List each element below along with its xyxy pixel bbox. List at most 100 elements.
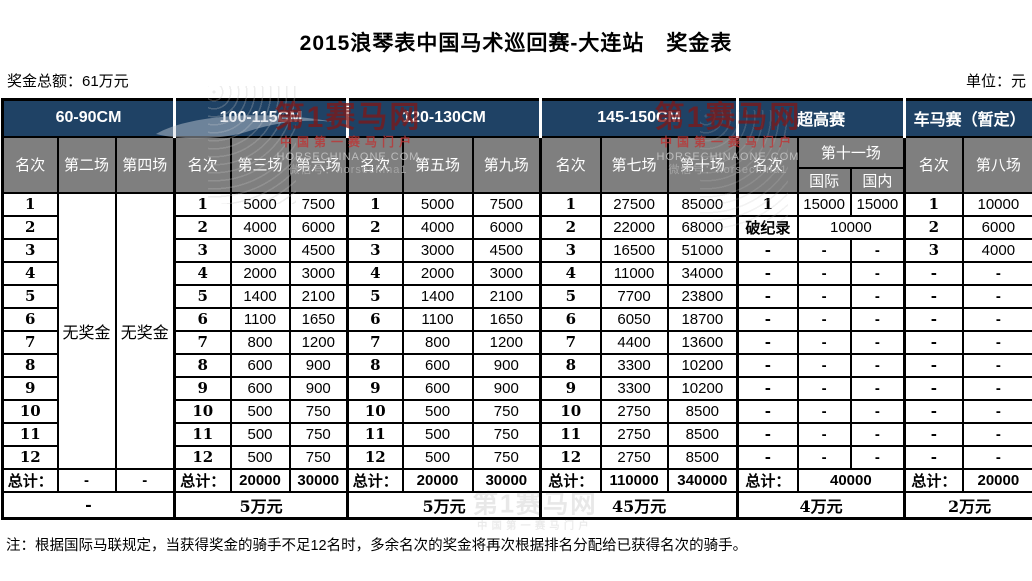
prize-cell: 13600 bbox=[666, 329, 739, 355]
col-header-race6: 第六场 bbox=[288, 135, 349, 194]
group-sum-cell: 4万元 bbox=[736, 490, 906, 519]
prize-cell: 900 bbox=[471, 375, 542, 401]
rank-cell: - bbox=[903, 329, 964, 355]
prize-cell: 8500 bbox=[666, 444, 739, 470]
prize-cell: 7700 bbox=[599, 283, 669, 309]
rank-cell: 4 bbox=[346, 260, 404, 286]
prize-cell: 15000 bbox=[849, 191, 906, 217]
group-cart-race: 车马赛（暂定） bbox=[903, 99, 1032, 137]
prize-cell: 8500 bbox=[666, 398, 739, 424]
prize-cell: 2750 bbox=[599, 444, 669, 470]
prize-cell: 5000 bbox=[401, 191, 474, 217]
prize-cell: - bbox=[114, 467, 176, 493]
prize-cell: 1100 bbox=[229, 306, 291, 332]
prize-cell: 5000 bbox=[229, 191, 291, 217]
prize-cell: 600 bbox=[229, 352, 291, 378]
prize-cell: 340000 bbox=[666, 467, 739, 493]
total-label-cell: 总计： bbox=[1, 467, 59, 493]
prize-cell: - bbox=[796, 329, 852, 355]
prize-cell: 7500 bbox=[288, 191, 349, 217]
prize-table: 60-90CM 100-115CM 120-130CM 145-150CM 超高… bbox=[1, 98, 1032, 520]
rank-cell: 3 bbox=[1, 237, 59, 263]
rank-row-1: 1 无奖金 无奖金 1 5000 7500 1 5000 7500 1 27500 85000 1 150… bbox=[1, 191, 1032, 470]
prize-cell: 2750 bbox=[599, 398, 669, 424]
prize-cell: 30000 bbox=[288, 467, 349, 493]
prize-cell: 2000 bbox=[401, 260, 474, 286]
rank-cell: 8 bbox=[539, 352, 602, 378]
rank-cell: - bbox=[903, 260, 964, 286]
prize-cell: 6000 bbox=[471, 214, 542, 240]
rank-cell: - bbox=[736, 421, 799, 447]
prize-cell: 500 bbox=[401, 444, 474, 470]
col-header-race4: 第四场 bbox=[114, 135, 176, 194]
col-header-rank: 名次 bbox=[539, 135, 602, 194]
rank-row-11: 11 11 500 750 11 500 750 11 2750 8500- - - - - bbox=[1, 421, 1032, 447]
col-header-intl: 国际 bbox=[796, 166, 852, 194]
prize-cell: - bbox=[849, 352, 906, 378]
prize-cell: - bbox=[849, 444, 906, 470]
prize-cell: 11000 bbox=[599, 260, 669, 286]
rank-row-4: 4 4 2000 3000 4 2000 3000 4 11000 34000- - - - - bbox=[1, 260, 1032, 286]
prize-cell: 4500 bbox=[288, 237, 349, 263]
prize-cell: 3000 bbox=[401, 237, 474, 263]
prize-cell: - bbox=[961, 421, 1032, 447]
rank-cell: 3 bbox=[903, 237, 964, 263]
prize-cell: 3000 bbox=[229, 237, 291, 263]
rank-cell: 7 bbox=[539, 329, 602, 355]
prize-cell: - bbox=[961, 260, 1032, 286]
rank-cell: 1 bbox=[173, 191, 232, 217]
watermark-slogan: 中国第一赛马门户 bbox=[477, 519, 593, 531]
rank-cell: - bbox=[903, 375, 964, 401]
rank-cell: - bbox=[736, 329, 799, 355]
prize-cell: 8500 bbox=[666, 421, 739, 447]
rank-row-3: 3 3 3000 4500 3 3000 4500 3 16500 51000- - -3 4000 bbox=[1, 237, 1032, 263]
prize-cell: 6000 bbox=[961, 214, 1032, 240]
col-header-rank: 名次 bbox=[173, 135, 232, 194]
prize-cell: 500 bbox=[401, 398, 474, 424]
prize-cell: 750 bbox=[288, 398, 349, 424]
prize-cell: 20000 bbox=[401, 467, 474, 493]
prize-cell: 6000 bbox=[288, 214, 349, 240]
prize-cell: 800 bbox=[401, 329, 474, 355]
unit-label: 单位：元 bbox=[965, 73, 1026, 90]
total-label-cell: 总计： bbox=[539, 467, 602, 493]
prize-cell: 1200 bbox=[288, 329, 349, 355]
prize-cell: 500 bbox=[229, 398, 291, 424]
rank-row-8: 8 8 600 900 8 600 900 8 3300 10200- - - - - bbox=[1, 352, 1032, 378]
rank-cell: 5 bbox=[173, 283, 232, 309]
rank-cell: 1 bbox=[346, 191, 404, 217]
prize-cell: 6050 bbox=[599, 306, 669, 332]
rank-cell: - bbox=[903, 398, 964, 424]
prize-cell: - bbox=[796, 306, 852, 332]
prize-cell: 3300 bbox=[599, 375, 669, 401]
prize-cell: 10000 bbox=[961, 191, 1032, 217]
rank-cell: - bbox=[736, 283, 799, 309]
rank-cell: 2 bbox=[903, 214, 964, 240]
rank-cell: 8 bbox=[346, 352, 404, 378]
rank-cell: 2 bbox=[539, 214, 602, 240]
prize-cell: 15000 bbox=[796, 191, 852, 217]
rank-cell: 11 bbox=[539, 421, 602, 447]
rank-cell: 10 bbox=[539, 398, 602, 424]
prize-cell: 4400 bbox=[599, 329, 669, 355]
no-prize-cell: 无奖金 bbox=[114, 191, 176, 470]
prize-cell: 4000 bbox=[401, 214, 474, 240]
total-label-cell: 总计： bbox=[903, 467, 964, 493]
rank-cell: 9 bbox=[539, 375, 602, 401]
rank-cell: 破纪录 bbox=[736, 214, 799, 240]
prize-cell: - bbox=[961, 329, 1032, 355]
rank-cell: 6 bbox=[173, 306, 232, 332]
prize-cell: - bbox=[796, 283, 852, 309]
rank-cell: 7 bbox=[173, 329, 232, 355]
rank-cell: 9 bbox=[1, 375, 59, 401]
prize-cell: - bbox=[849, 260, 906, 286]
prize-cell: 800 bbox=[229, 329, 291, 355]
col-header-race11: 第十一场 bbox=[796, 135, 906, 169]
rank-cell: - bbox=[903, 306, 964, 332]
rank-cell: 2 bbox=[346, 214, 404, 240]
prize-cell: 110000 bbox=[599, 467, 669, 493]
prize-cell: 20000 bbox=[229, 467, 291, 493]
prize-cell: 2750 bbox=[599, 421, 669, 447]
prize-cell: 4500 bbox=[471, 237, 542, 263]
rank-cell: - bbox=[736, 444, 799, 470]
